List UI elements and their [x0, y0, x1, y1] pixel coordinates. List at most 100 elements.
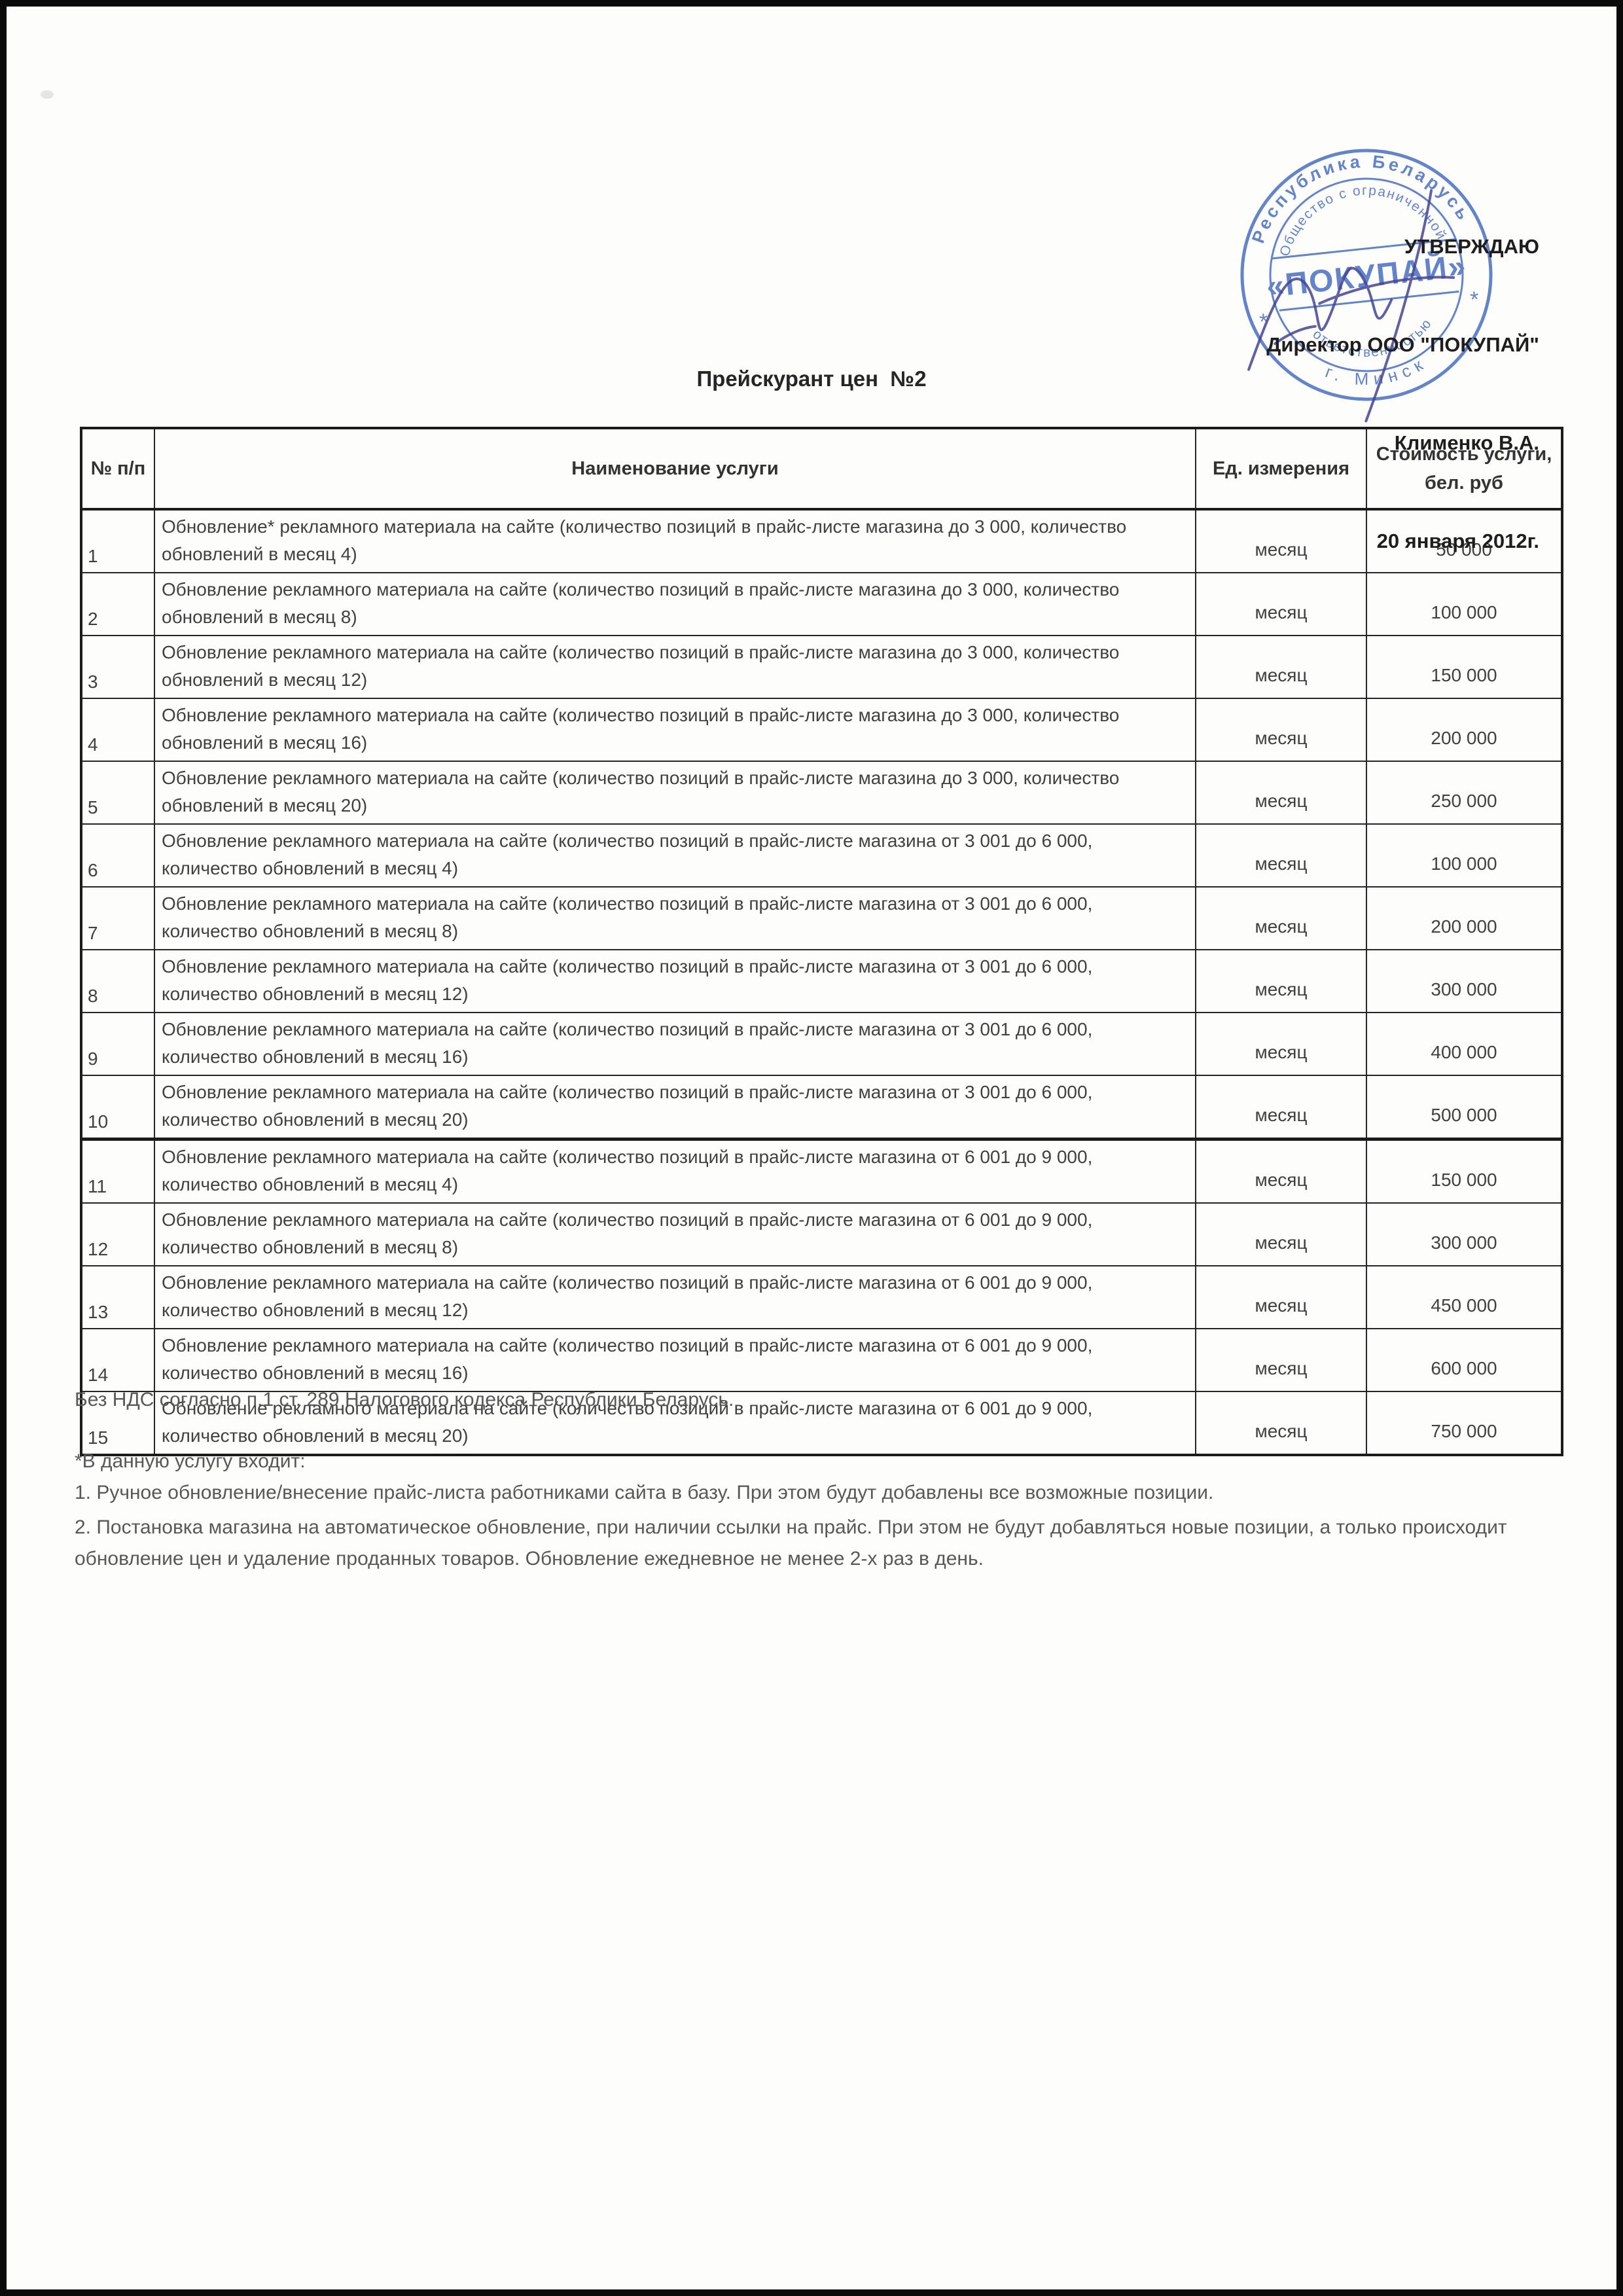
service-name-cell: Обновление рекламного материала на сайте…	[154, 949, 1196, 1013]
price-cell: 200 000	[1366, 698, 1563, 762]
unit-cell: месяц	[1195, 1012, 1367, 1076]
service-name-cell: Обновление рекламного материала на сайте…	[154, 1391, 1196, 1456]
row-number-cell: 7	[80, 886, 155, 950]
table-row: 7 Обновление рекламного материала на сай…	[80, 886, 1563, 950]
price-cell: 300 000	[1366, 949, 1563, 1013]
unit-cell: месяц	[1195, 761, 1367, 825]
seal-asterisk-right: *	[1469, 287, 1480, 312]
price-table-header: № п/п Наименование услуги Ед. измерения …	[80, 427, 1563, 511]
price-cell: 200 000	[1366, 886, 1563, 950]
unit-cell: месяц	[1195, 886, 1367, 950]
table-row: 12 Обновление рекламного материала на са…	[80, 1202, 1563, 1266]
unit-cell: месяц	[1195, 949, 1367, 1013]
seal-asterisk-left: *	[1258, 309, 1270, 334]
row-number-cell: 4	[80, 698, 155, 762]
price-cell: 300 000	[1366, 1202, 1563, 1266]
price-cell: 100 000	[1366, 572, 1563, 636]
service-name-cell: Обновление рекламного материала на сайте…	[154, 1075, 1196, 1141]
service-name-cell: Обновление рекламного материала на сайте…	[154, 1138, 1196, 1204]
row-number-cell: 10	[80, 1075, 155, 1141]
director-signature	[1247, 188, 1455, 423]
price-cell: 50 000	[1366, 509, 1563, 573]
company-seal-stamp: Республика Беларусь Общество с ограничен…	[1215, 124, 1518, 426]
price-cell: 150 000	[1366, 635, 1563, 699]
price-table-body: 1 Обновление* рекламного материала на са…	[80, 509, 1563, 1456]
table-row: 11 Обновление рекламного материала на са…	[80, 1138, 1563, 1204]
vat-note: Без НДС согласно п.1 ст. 289 Налогового …	[75, 1389, 734, 1410]
price-cell: 500 000	[1366, 1075, 1563, 1141]
column-header-price: Стоимость услуги, бел. руб	[1366, 427, 1563, 511]
approval-line: УТВЕРЖДАЮ	[1404, 235, 1539, 258]
row-number-cell: 6	[80, 823, 155, 888]
service-name-cell: Обновление рекламного материала на сайте…	[154, 886, 1196, 950]
price-cell: 250 000	[1366, 761, 1563, 825]
service-name-cell: Обновление рекламного материала на сайте…	[154, 823, 1196, 888]
service-name-cell: Обновление рекламного материала на сайте…	[154, 572, 1196, 636]
service-name-cell: Обновление рекламного материала на сайте…	[154, 1202, 1196, 1266]
row-number-cell: 13	[80, 1265, 155, 1329]
row-number-cell: 15	[80, 1391, 155, 1456]
row-number-cell: 11	[80, 1138, 155, 1204]
seal-band-bottom-line	[1279, 290, 1459, 312]
unit-cell: месяц	[1195, 1075, 1367, 1141]
service-name-cell: Обновление рекламного материала на сайте…	[154, 1265, 1196, 1329]
table-row: 1 Обновление* рекламного материала на са…	[80, 509, 1563, 573]
column-header-number: № п/п	[80, 427, 155, 511]
unit-cell: месяц	[1195, 1328, 1367, 1392]
unit-cell: месяц	[1195, 1391, 1367, 1456]
table-row: 4 Обновление рекламного материала на сай…	[80, 698, 1563, 762]
approval-line: 20 января 2012г.	[1376, 529, 1539, 552]
table-row: 5 Обновление рекламного материала на сай…	[80, 761, 1563, 825]
approval-block: УТВЕРЖДАЮ Директор ООО "ПОКУПАЙ" Клименк…	[1266, 165, 1539, 623]
row-number-cell: 8	[80, 949, 155, 1013]
table-row: 10 Обновление рекламного материала на са…	[80, 1075, 1563, 1141]
approval-line: Директор ООО "ПОКУПАЙ"	[1266, 333, 1539, 356]
table-row: 8 Обновление рекламного материала на сай…	[80, 949, 1563, 1013]
service-note-item: 1. Ручное обновление/внесение прайс-лист…	[75, 1482, 1214, 1503]
row-number-cell: 2	[80, 572, 155, 636]
price-cell: 100 000	[1366, 823, 1563, 888]
page-title: Прейскурант цен №2	[696, 367, 927, 391]
seal-graphic: Республика Беларусь Общество с ограничен…	[1240, 140, 1493, 423]
unit-cell: месяц	[1195, 1202, 1367, 1266]
price-cell: 150 000	[1366, 1138, 1563, 1204]
price-cell: 400 000	[1366, 1012, 1563, 1076]
unit-cell: месяц	[1195, 1265, 1367, 1329]
price-table: № п/п Наименование услуги Ед. измерения …	[80, 427, 1563, 1456]
service-name-cell: Обновление* рекламного материала на сайт…	[154, 509, 1196, 573]
row-number-cell: 5	[80, 761, 155, 825]
service-name-cell: Обновление рекламного материала на сайте…	[154, 698, 1196, 762]
unit-cell: месяц	[1195, 1138, 1367, 1204]
price-cell: 750 000	[1366, 1391, 1563, 1456]
column-header-service: Наименование услуги	[154, 427, 1196, 511]
column-header-unit: Ед. измерения	[1195, 427, 1367, 511]
row-number-cell: 14	[80, 1328, 155, 1392]
row-number-cell: 12	[80, 1202, 155, 1266]
table-row: 3 Обновление рекламного материала на сай…	[80, 635, 1563, 699]
table-row: 14 Обновление рекламного материала на са…	[80, 1328, 1563, 1392]
unit-cell: месяц	[1195, 572, 1367, 636]
seal-band-top-line	[1272, 238, 1455, 260]
table-row: 6 Обновление рекламного материала на сай…	[80, 823, 1563, 888]
table-row: 15 Обновление рекламного материала на са…	[80, 1391, 1563, 1456]
service-name-cell: Обновление рекламного материала на сайте…	[154, 1012, 1196, 1076]
service-note-item: 2. Постановка магазина на автоматическое…	[75, 1516, 1507, 1570]
table-row: 2 Обновление рекламного материала на сай…	[80, 572, 1563, 636]
row-number-cell: 1	[80, 509, 155, 573]
service-name-cell: Обновление рекламного материала на сайте…	[154, 635, 1196, 699]
table-row: 9 Обновление рекламного материала на сай…	[80, 1012, 1563, 1076]
row-number-cell: 3	[80, 635, 155, 699]
price-cell: 600 000	[1366, 1328, 1563, 1392]
row-number-cell: 9	[80, 1012, 155, 1076]
scan-artifact-smudge	[41, 90, 54, 99]
unit-cell: месяц	[1195, 823, 1367, 888]
unit-cell: месяц	[1195, 635, 1367, 699]
table-row: 13 Обновление рекламного материала на са…	[80, 1265, 1563, 1329]
unit-cell: месяц	[1195, 698, 1367, 762]
service-notes-title: *В данную услугу входит:	[75, 1450, 306, 1472]
unit-cell: месяц	[1195, 509, 1367, 573]
price-cell: 450 000	[1366, 1265, 1563, 1329]
service-name-cell: Обновление рекламного материала на сайте…	[154, 1328, 1196, 1392]
approval-line: Клименко В.А.	[1394, 431, 1539, 454]
